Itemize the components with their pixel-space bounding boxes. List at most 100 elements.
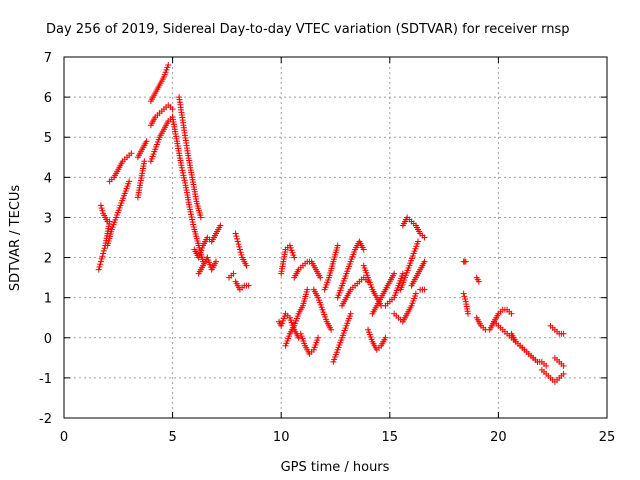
- data-point: [475, 278, 482, 285]
- y-tick-label: 5: [44, 131, 52, 146]
- x-tick-label: 10: [273, 430, 290, 445]
- data-point: [421, 258, 428, 265]
- data-point: [412, 290, 419, 297]
- data-point: [421, 286, 428, 293]
- data-point: [100, 247, 107, 254]
- data-point: [315, 334, 322, 341]
- data-point: [236, 246, 243, 253]
- y-tick-label: 3: [44, 211, 52, 226]
- data-point: [464, 310, 471, 317]
- x-tick-label: 20: [490, 430, 507, 445]
- data-point: [462, 258, 469, 265]
- data-point: [232, 230, 239, 237]
- data-point: [399, 270, 406, 277]
- data-point: [534, 358, 541, 365]
- data-point: [98, 255, 105, 262]
- x-tick-label: 5: [168, 430, 176, 445]
- y-tick-label: 6: [44, 91, 52, 106]
- data-point: [165, 62, 172, 69]
- y-tick-label: 4: [44, 171, 52, 186]
- data-point: [98, 205, 105, 212]
- data-point: [230, 270, 237, 277]
- axis-ticks: 0 5 10 15 20 25 -2 -1 0 1 2 3 4 5 6 7: [39, 51, 615, 445]
- data-point: [236, 243, 243, 250]
- data-point: [460, 290, 467, 297]
- data-point: [186, 206, 193, 213]
- data-point: [235, 241, 242, 248]
- data-point: [462, 296, 469, 303]
- data-point: [181, 174, 188, 181]
- data-point: [347, 310, 354, 317]
- data-point: [234, 235, 241, 242]
- x-tick-label: 25: [599, 430, 616, 445]
- data-point: [100, 250, 107, 257]
- y-tick-label: 1: [44, 292, 52, 307]
- data-point: [143, 138, 150, 145]
- data-point: [234, 238, 241, 245]
- data-point: [334, 242, 341, 249]
- data-point: [421, 234, 428, 241]
- y-tick-label: -2: [39, 412, 52, 427]
- data-point: [189, 218, 196, 225]
- chart-title: Day 256 of 2019, Sidereal Day-to-day VTE…: [46, 22, 570, 37]
- y-tick-label: 2: [44, 252, 52, 267]
- x-tick-label: 0: [60, 430, 68, 445]
- data-point: [169, 106, 176, 113]
- data-point: [126, 178, 133, 185]
- data-point: [213, 258, 220, 265]
- data-point: [101, 245, 108, 252]
- data-point: [181, 177, 188, 184]
- data-point: [97, 202, 104, 209]
- data-point: [543, 362, 550, 369]
- data-point: [190, 223, 197, 230]
- data-point: [291, 254, 298, 261]
- data-point: [178, 164, 185, 171]
- data-point: [96, 263, 103, 270]
- plot-border: [63, 56, 608, 419]
- data-point: [190, 221, 197, 228]
- data-point: [188, 211, 195, 218]
- data-point: [317, 274, 324, 281]
- data-point: [182, 179, 189, 186]
- data-point: [415, 238, 422, 245]
- data-point: [189, 216, 196, 223]
- y-tick-label: 0: [44, 332, 52, 347]
- data-point: [97, 258, 104, 265]
- data-point: [95, 266, 102, 273]
- y-axis-label: SDTVAR / TECUs: [8, 185, 23, 292]
- x-tick-label: 15: [382, 430, 399, 445]
- data-point: [179, 169, 186, 176]
- data-point: [295, 334, 302, 341]
- data-point: [178, 162, 185, 169]
- data-point: [99, 253, 106, 260]
- y-tick-label: -1: [39, 372, 52, 387]
- data-point: [180, 172, 187, 179]
- data-point: [104, 218, 111, 225]
- data-point: [560, 370, 567, 377]
- data-point: [382, 334, 389, 341]
- data-point: [304, 286, 311, 293]
- data-point: [238, 251, 245, 258]
- x-axis-label: GPS time / hours: [281, 460, 390, 475]
- y-tick-label: 7: [44, 51, 52, 66]
- grid-lines: [64, 57, 607, 418]
- data-point: [128, 150, 135, 157]
- data-point: [188, 213, 195, 220]
- data-point: [243, 262, 250, 269]
- data-point: [461, 293, 468, 300]
- data-point: [179, 167, 186, 174]
- data-point: [187, 208, 194, 215]
- data-point: [391, 270, 398, 277]
- data-point: [233, 233, 240, 240]
- data-point: [245, 282, 252, 289]
- data-point: [141, 158, 148, 165]
- data-points: [95, 62, 567, 385]
- data-point: [360, 246, 367, 253]
- data-point: [99, 207, 106, 214]
- data-point: [328, 326, 335, 333]
- data-point: [197, 214, 204, 221]
- data-point: [560, 330, 567, 337]
- data-point: [237, 249, 244, 256]
- data-point: [97, 261, 104, 268]
